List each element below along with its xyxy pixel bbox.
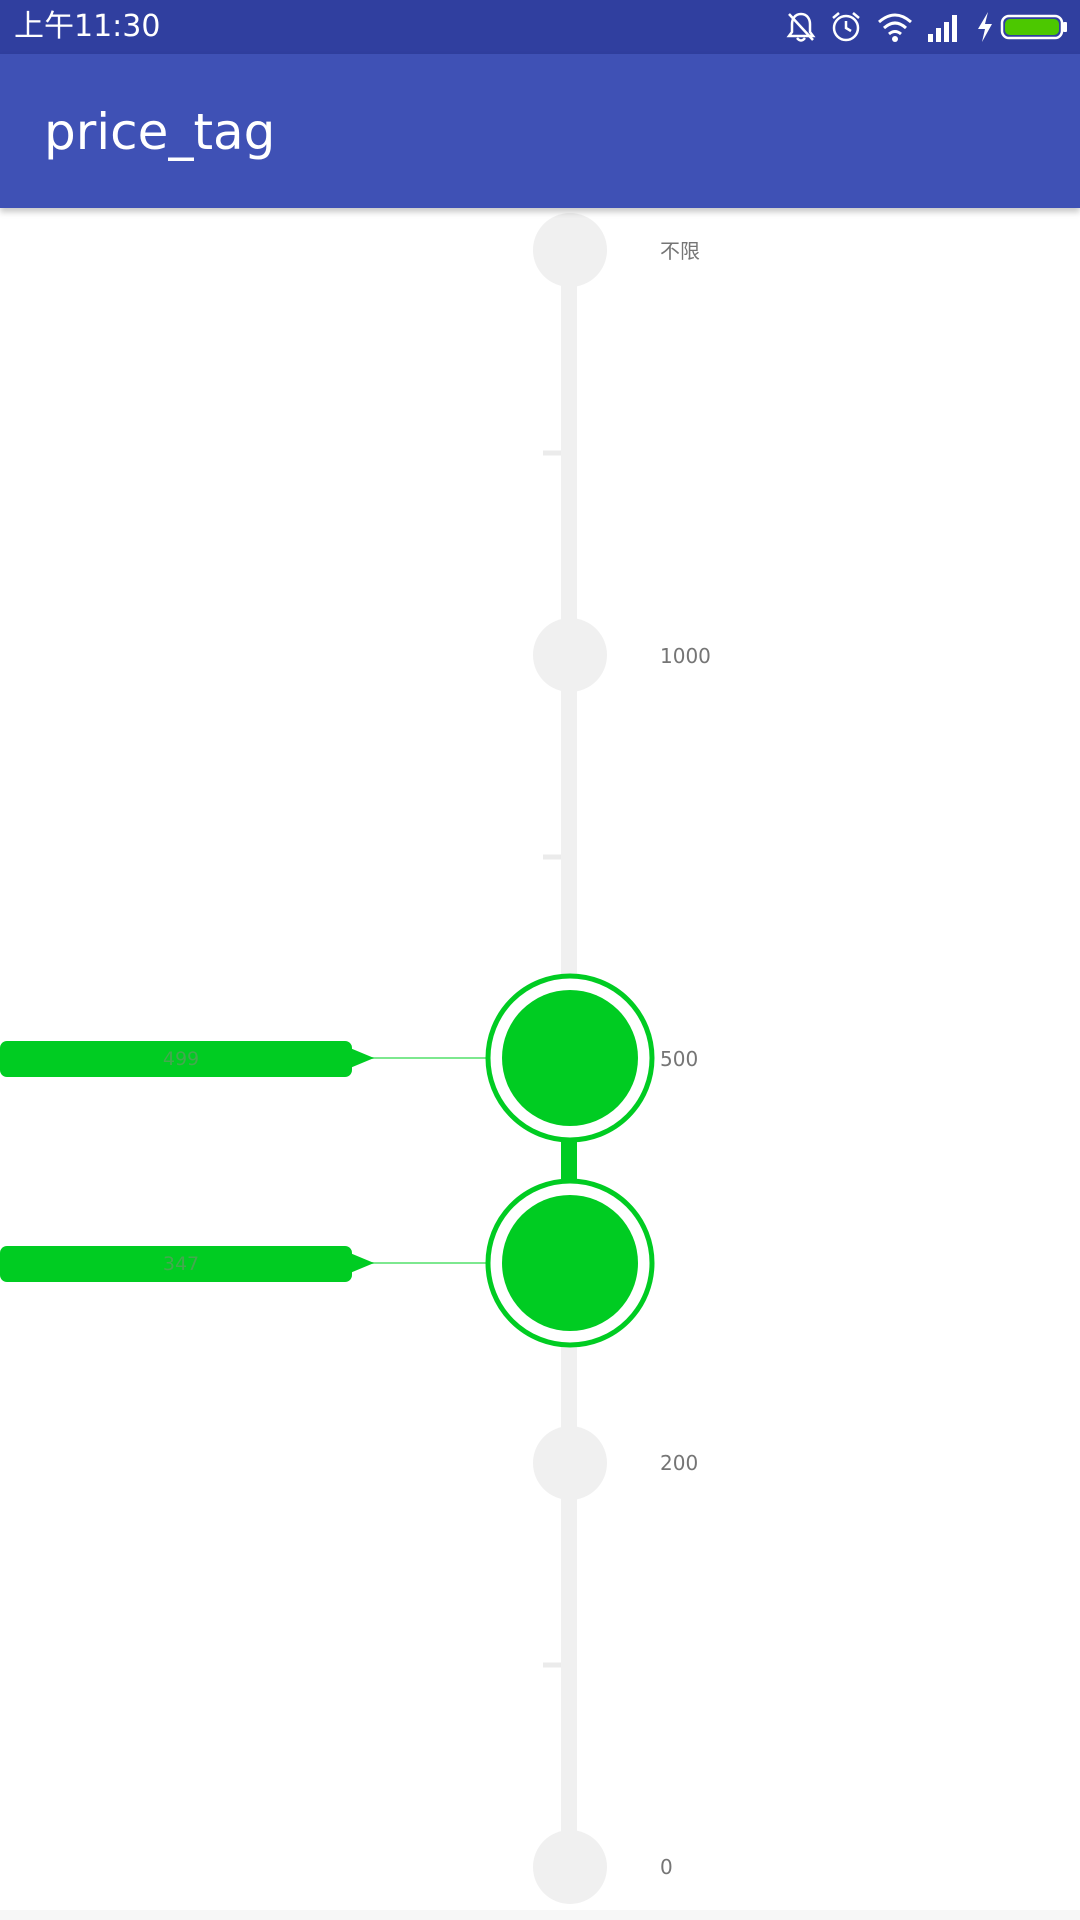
slider-label-500: 500 <box>660 1047 698 1071</box>
slider-thumb-upper[interactable] <box>485 973 655 1143</box>
slider-node-200[interactable] <box>533 1426 607 1500</box>
charging-icon <box>978 12 992 42</box>
alarm-icon <box>832 12 860 42</box>
bottom-strip <box>0 1910 1080 1920</box>
app-bar: price_tag <box>0 54 1080 208</box>
bell-off-icon <box>786 12 816 42</box>
slider-node-1000[interactable] <box>533 618 607 692</box>
status-time: 上午11:30 <box>14 9 161 44</box>
slider-label-200: 200 <box>660 1451 698 1475</box>
slider-node-unlimited[interactable] <box>533 213 607 287</box>
slider-thumb-lower[interactable] <box>485 1178 655 1348</box>
app-title: price_tag <box>44 103 276 161</box>
battery-icon <box>1000 14 1067 40</box>
slider-label-1000: 1000 <box>660 644 711 668</box>
slider-label-unlimited: 不限 <box>660 239 700 263</box>
wifi-icon <box>878 13 912 42</box>
price-range-slider[interactable]: 不限 1000 500 200 0 499 347 <box>0 208 1080 1910</box>
price-tag-upper[interactable]: 499 <box>0 1041 486 1077</box>
status-bar: 上午11:30 <box>0 0 1080 54</box>
price-tag-lower[interactable]: 347 <box>0 1246 486 1282</box>
price-tag-upper-value: 499 <box>163 1048 199 1070</box>
slider-label-0: 0 <box>660 1855 673 1879</box>
price-range-content: 不限 1000 500 200 0 499 347 <box>0 208 1080 1910</box>
slider-active-range <box>561 1140 577 1184</box>
signal-icon <box>928 15 957 42</box>
slider-node-0[interactable] <box>533 1830 607 1904</box>
price-tag-lower-value: 347 <box>163 1253 199 1275</box>
